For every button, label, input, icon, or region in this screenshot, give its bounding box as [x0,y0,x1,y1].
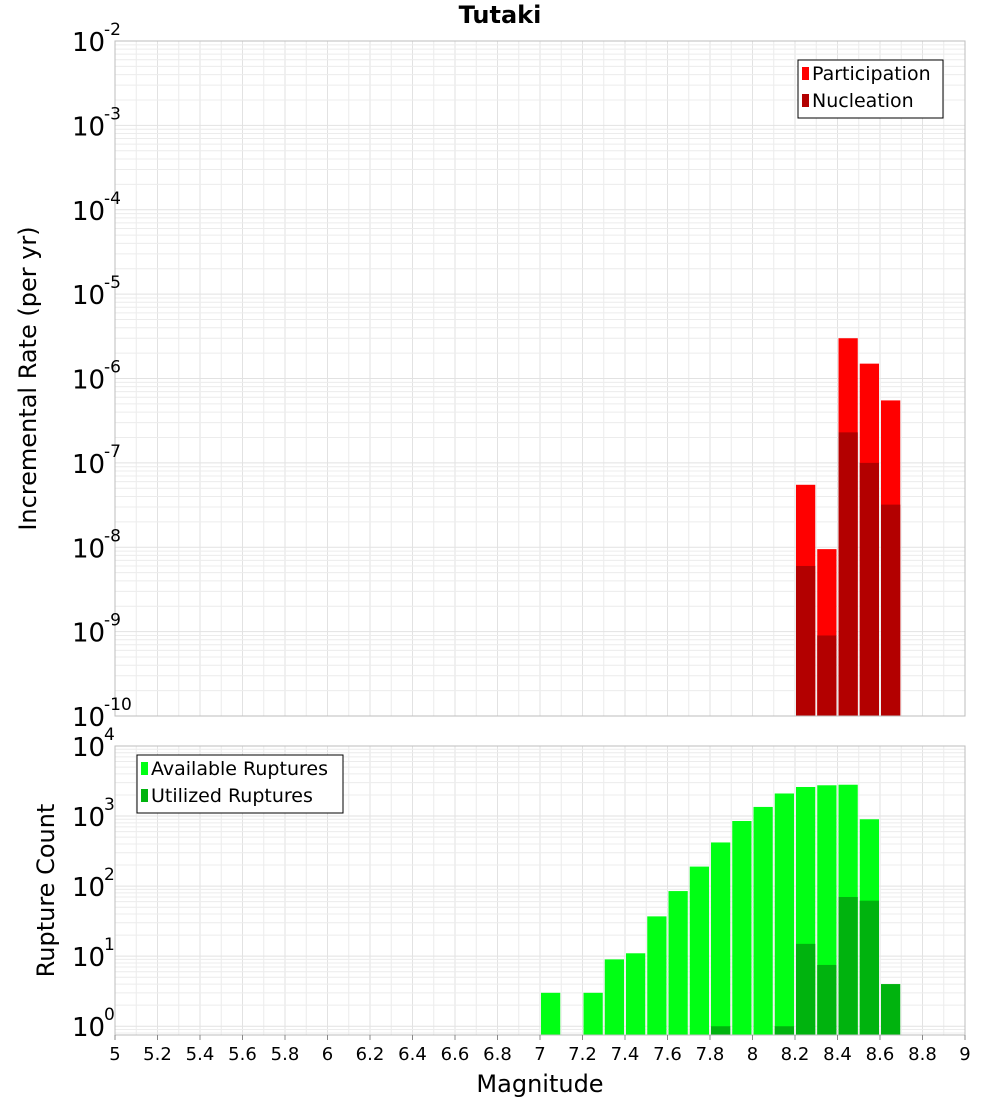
y-tick-label: 10 [72,943,105,973]
bar-available-ruptures [647,916,667,1035]
count-plot-y-axis-label: Rupture Count [32,804,60,978]
bar-available-ruptures [626,953,646,1035]
legend-label: Nucleation [812,90,914,112]
legend-swatch [802,67,809,80]
y-tick-label: 10 [72,873,105,903]
bar-available-ruptures [668,891,688,1035]
count-plot-legend: Available Ruptures Utilized Ruptures [136,754,344,814]
x-tick-label: 6.8 [483,1044,512,1065]
rate-plot-bars [796,338,901,716]
y-tick-exponent: 2 [104,865,115,885]
bar-utilized-ruptures [796,943,816,1035]
legend-label: Participation [812,63,931,85]
y-tick-label: 10 [72,619,105,649]
bar-nucleation [817,635,837,716]
y-tick-label: 10 [72,281,105,311]
bar-available-ruptures [689,866,709,1035]
x-tick-label: 7 [534,1044,545,1065]
y-tick-exponent: -5 [104,273,121,293]
legend-box [797,59,944,119]
bar-utilized-ruptures [774,1026,794,1035]
y-tick-label: 10 [72,733,105,763]
bar-utilized-ruptures [881,984,901,1035]
bar-available-ruptures [732,821,752,1035]
bar-utilized-ruptures [817,964,837,1035]
x-axis-label: Magnitude [476,1070,603,1098]
x-tick-label: 7.2 [568,1044,597,1065]
x-tick-label: 5.2 [143,1044,172,1065]
bar-utilized-ruptures [859,900,879,1035]
x-tick-label: 6.6 [441,1044,470,1065]
bar-nucleation [859,462,879,716]
bar-utilized-ruptures [838,896,858,1035]
y-tick-exponent: -9 [104,611,121,631]
y-tick-label: 10 [72,703,105,733]
legend-swatch [802,94,809,107]
x-tick-label: 6.2 [356,1044,385,1065]
y-tick-exponent: -7 [104,442,121,462]
bar-available-ruptures [583,992,603,1035]
legend-swatch [141,789,148,802]
legend-box [136,754,344,814]
x-tick-label: 5 [109,1044,120,1065]
y-tick-exponent: 1 [104,935,115,955]
y-tick-label: 10 [72,366,105,396]
y-tick-exponent: -2 [104,20,121,40]
y-tick-exponent: -3 [104,104,121,124]
y-tick-exponent: -6 [104,358,121,378]
y-tick-label: 10 [72,803,105,833]
chart-title: Tutaki [459,1,542,29]
legend-swatch [141,762,148,775]
bar-available-ruptures [753,806,773,1035]
rate-plot-grid [114,41,966,717]
y-tick-label: 10 [72,450,105,480]
x-tick-label: 7.6 [653,1044,682,1065]
y-tick-label: 10 [72,1013,105,1043]
x-tick-label: 8.2 [781,1044,810,1065]
x-tick-label: 6.4 [398,1044,427,1065]
y-tick-label: 10 [72,534,105,564]
x-tick-label: 8.4 [823,1044,852,1065]
y-tick-label: 10 [72,197,105,227]
bar-nucleation [838,432,858,716]
bar-available-ruptures [604,959,624,1035]
y-tick-label: 10 [72,28,105,58]
x-tick-label: 5.6 [228,1044,257,1065]
y-tick-exponent: 0 [104,1005,115,1025]
x-tick-label: 8.6 [866,1044,895,1065]
bar-nucleation [796,565,816,716]
rate-plot-legend: Participation Nucleation [797,59,944,119]
rate-plot-frame [114,40,966,717]
x-tick-label: 5.4 [186,1044,215,1065]
count-plot-bars [541,784,901,1035]
y-tick-exponent: -8 [104,526,121,546]
bar-utilized-ruptures [711,1026,731,1035]
bar-available-ruptures [711,842,731,1035]
x-tick-label: 9 [959,1044,970,1065]
rate-plot-y-axis-label: Incremental Rate (per yr) [14,226,42,530]
count-plot-x-ticks: 5 5.2 5.4 5.6 5.8 6 6.2 6.4 6.6 6.8 7 7.2 7.4 7.6 7.8 8… [109,1035,971,1065]
y-tick-label: 10 [72,112,105,142]
legend-label: Utilized Ruptures [151,785,313,807]
y-tick-exponent: -4 [104,189,121,209]
y-tick-exponent: 4 [104,725,115,745]
x-tick-label: 7.8 [696,1044,725,1065]
x-tick-label: 8.8 [908,1044,937,1065]
x-tick-label: 8 [747,1044,758,1065]
x-tick-label: 5.8 [271,1044,300,1065]
legend-label: Available Ruptures [151,758,328,780]
bar-available-ruptures [541,992,561,1035]
x-tick-label: 6 [322,1044,333,1065]
bar-nucleation [881,504,901,716]
y-tick-exponent: 3 [104,795,115,815]
x-tick-label: 7.4 [611,1044,640,1065]
y-tick-exponent: -10 [104,695,132,715]
bar-available-ruptures [774,793,794,1035]
